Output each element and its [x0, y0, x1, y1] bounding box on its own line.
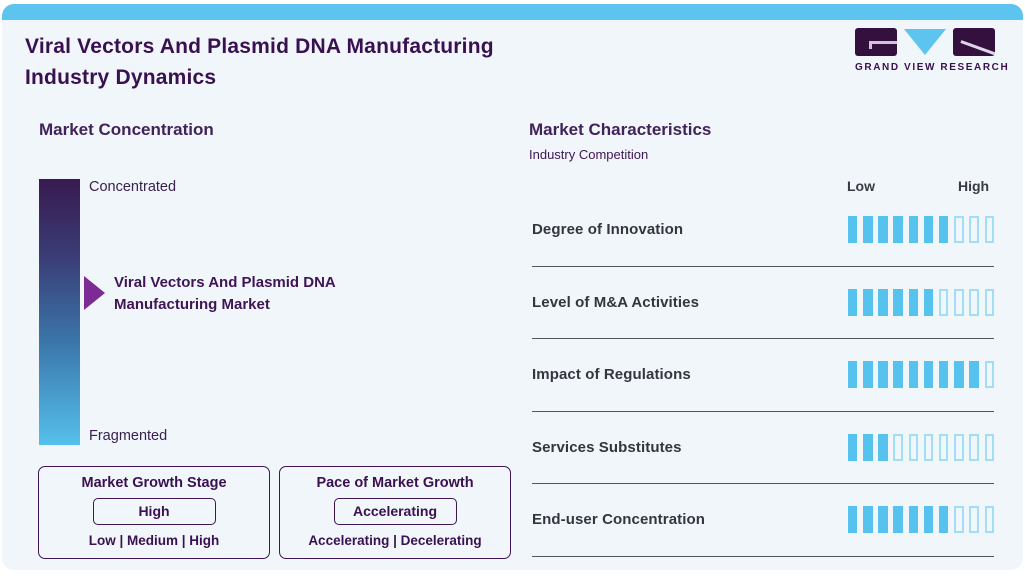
- rating-bar: [847, 288, 994, 316]
- characteristic-row: Degree of Innovation: [532, 194, 994, 267]
- growth-stage-options: Low | Medium | High: [88, 533, 220, 548]
- rating-bar: [847, 216, 994, 244]
- concentrated-label: Concentrated: [89, 179, 177, 195]
- growth-stage-value: High: [92, 498, 216, 525]
- rating-segment-empty: [954, 506, 964, 534]
- top-accent-bar: [2, 4, 1023, 20]
- characteristic-label: Degree of Innovation: [532, 221, 684, 239]
- characteristic-row: End-user Concentration: [532, 484, 994, 557]
- market-characteristics-heading: Market Characteristics: [529, 120, 712, 139]
- pace-of-market-growth-box: Pace of Market Growth Accelerating Accel…: [279, 466, 511, 559]
- gvr-logo-marks: [855, 28, 995, 58]
- pace-title: Pace of Market Growth: [316, 475, 474, 491]
- rating-segment-empty: [969, 506, 979, 534]
- rating-segment-empty: [908, 433, 919, 461]
- rating-segment-filled: [939, 506, 949, 534]
- rating-segment-filled: [878, 433, 888, 461]
- page-title-line2: Industry Dynamics: [25, 66, 217, 89]
- rating-segment-filled: [908, 216, 919, 244]
- page-title: Viral Vectors And Plasmid DNA Manufactur…: [25, 31, 494, 93]
- rating-segment-empty: [893, 433, 903, 461]
- concentration-gradient-bar: [39, 179, 80, 445]
- rating-segment-empty: [984, 216, 994, 244]
- rating-bar: [847, 433, 994, 461]
- market-pointer-label: Viral Vectors And Plasmid DNA Manufactur…: [114, 274, 336, 313]
- rating-segment-empty: [984, 433, 994, 461]
- rating-segment-empty: [954, 433, 964, 461]
- scale-high-label: High: [958, 178, 990, 194]
- rating-segment-filled: [878, 506, 888, 534]
- rating-segment-empty: [923, 433, 934, 461]
- characteristic-label: Services Substitutes: [532, 438, 682, 456]
- rating-segment-filled: [847, 433, 858, 461]
- rating-segment-empty: [939, 288, 949, 316]
- market-pointer-arrow-icon: [84, 276, 105, 310]
- rating-segment-empty: [969, 288, 979, 316]
- rating-segment-filled: [923, 361, 934, 389]
- rating-segment-filled: [847, 288, 858, 316]
- rating-segment-empty: [969, 216, 979, 244]
- rating-segment-filled: [878, 216, 888, 244]
- rating-segment-filled: [893, 361, 903, 389]
- characteristic-row: Level of M&A Activities: [532, 267, 994, 339]
- pace-value: Accelerating: [333, 498, 457, 525]
- rating-segment-empty: [954, 288, 964, 316]
- rating-segment-filled: [863, 216, 873, 244]
- logo-g-block: [855, 28, 897, 56]
- rating-segment-filled: [863, 433, 873, 461]
- rating-bar: [847, 506, 994, 534]
- industry-competition-subheading: Industry Competition: [529, 147, 649, 162]
- market-growth-stage-box: Market Growth Stage High Low | Medium | …: [38, 466, 270, 559]
- rating-segment-filled: [923, 506, 934, 534]
- page-title-line1: Viral Vectors And Plasmid DNA Manufactur…: [25, 35, 494, 58]
- rating-segment-filled: [893, 506, 903, 534]
- characteristics-rows: Degree of Innovation Level of M&A Activit…: [532, 194, 994, 557]
- rating-segment-filled: [878, 361, 888, 389]
- infographic-card: Viral Vectors And Plasmid DNA Manufactur…: [2, 4, 1023, 570]
- rating-segment-empty: [954, 216, 964, 244]
- pace-options: Accelerating | Decelerating: [308, 533, 482, 548]
- growth-stage-title: Market Growth Stage: [81, 475, 227, 491]
- rating-segment-filled: [847, 506, 858, 534]
- rating-segment-filled: [893, 216, 903, 244]
- logo-v-triangle-icon: [904, 29, 946, 55]
- rating-segment-filled: [893, 288, 903, 316]
- rating-segment-filled: [863, 288, 873, 316]
- rating-segment-filled: [908, 288, 919, 316]
- characteristic-label: Impact of Regulations: [532, 366, 691, 384]
- rating-segment-filled: [923, 288, 934, 316]
- rating-segment-filled: [939, 361, 949, 389]
- logo-r-block: [953, 28, 995, 56]
- rating-segment-empty: [984, 288, 994, 316]
- rating-segment-empty: [969, 433, 979, 461]
- market-concentration-heading: Market Concentration: [39, 120, 214, 139]
- rating-segment-empty: [939, 433, 949, 461]
- rating-segment-filled: [939, 216, 949, 244]
- characteristic-label: End-user Concentration: [532, 511, 706, 529]
- characteristic-row: Impact of Regulations: [532, 339, 994, 412]
- rating-segment-filled: [908, 361, 919, 389]
- rating-segment-filled: [863, 506, 873, 534]
- rating-segment-filled: [847, 216, 858, 244]
- fragmented-label: Fragmented: [89, 428, 168, 444]
- rating-segment-filled: [954, 361, 964, 389]
- rating-segment-filled: [847, 361, 858, 389]
- grand-view-research-logo: GRAND VIEW RESEARCH: [855, 28, 1010, 73]
- scale-low-label: Low: [847, 178, 875, 194]
- characteristic-label: Level of M&A Activities: [532, 293, 700, 311]
- rating-segment-filled: [908, 506, 919, 534]
- rating-segment-empty: [984, 361, 994, 389]
- rating-segment-filled: [878, 288, 888, 316]
- rating-bar: [847, 361, 994, 389]
- rating-segment-empty: [984, 506, 994, 534]
- rating-segment-filled: [969, 361, 979, 389]
- logo-wordmark: GRAND VIEW RESEARCH: [855, 62, 1010, 73]
- characteristic-row: Services Substitutes: [532, 412, 994, 484]
- rating-segment-filled: [863, 361, 873, 389]
- rating-segment-filled: [923, 216, 934, 244]
